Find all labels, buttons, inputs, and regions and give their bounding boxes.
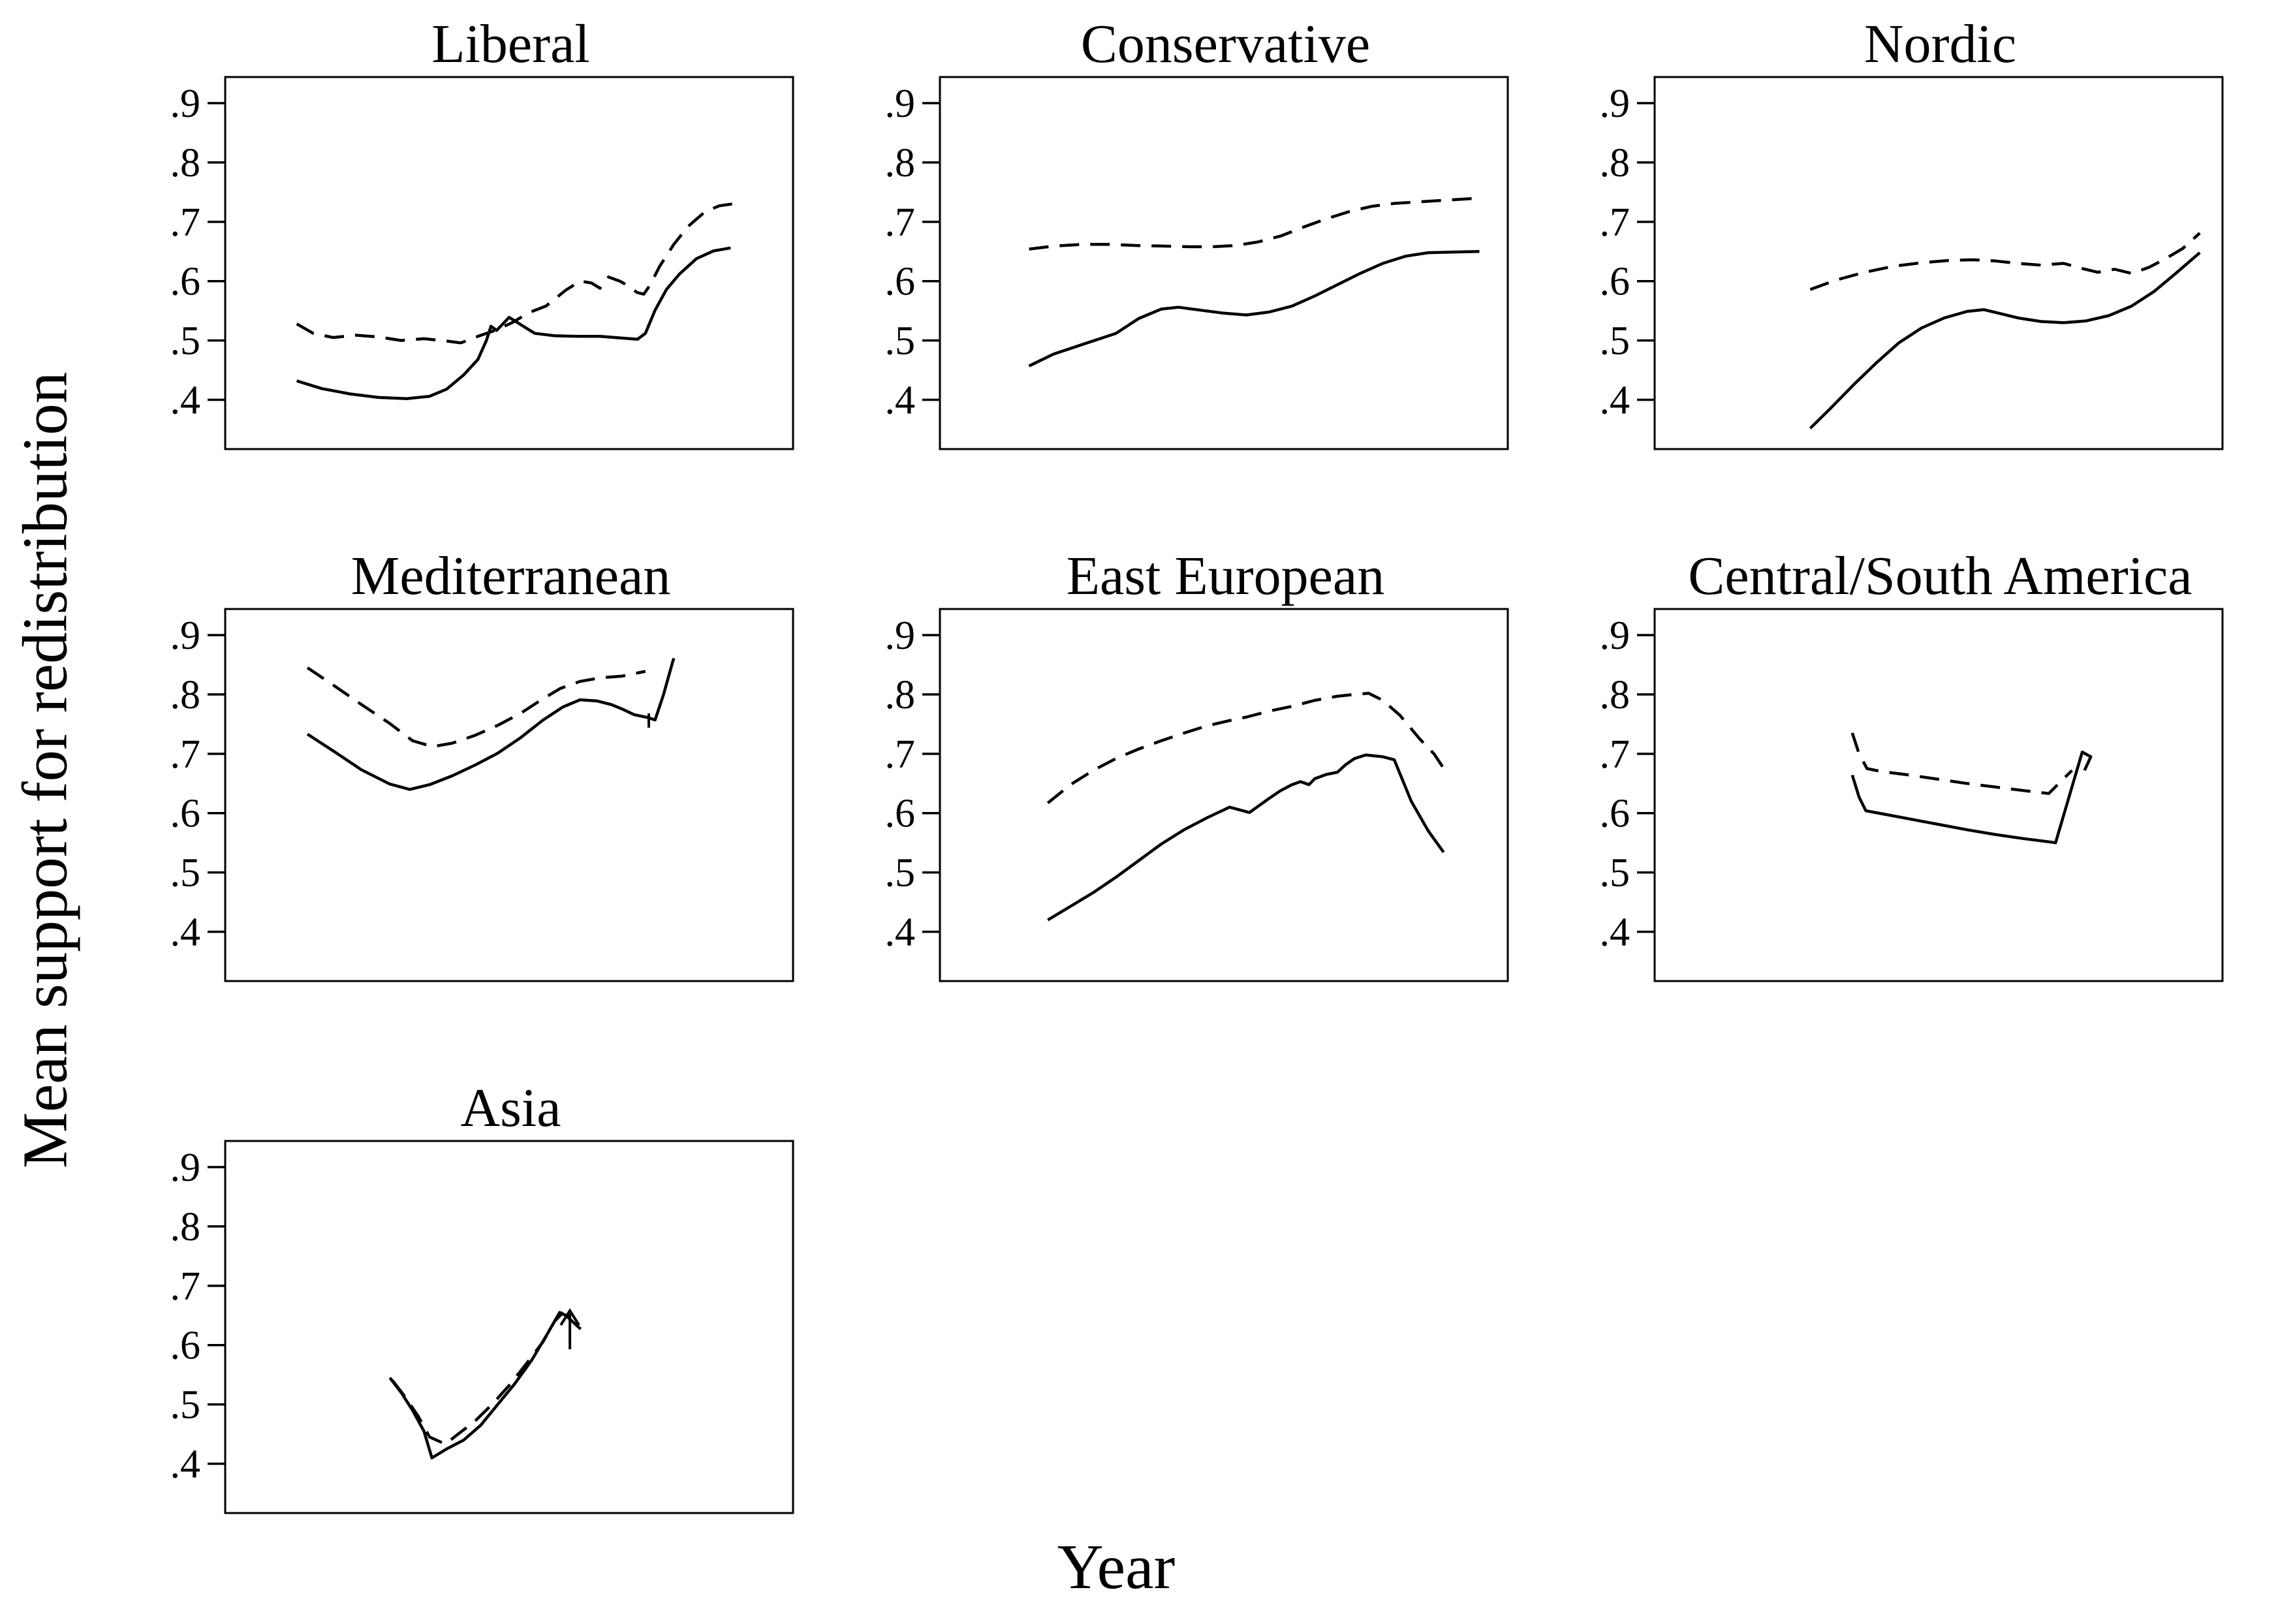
y-axis-label: Mean support for redistribution	[10, 371, 80, 1169]
plot-border	[1653, 608, 2224, 982]
panel-asia: Asia .9 .8 .7 .6 .5 .4	[104, 1077, 796, 1570]
series-line-solid	[1850, 750, 2093, 845]
y-tick-label: .6	[170, 260, 201, 304]
panel-title-conservative: Conservative	[1080, 14, 1371, 74]
y-tick-label: .8	[1600, 673, 1630, 717]
y-tick-label: .4	[170, 379, 201, 423]
y-tick-label: .9	[885, 614, 916, 658]
series-line-dashed	[1850, 732, 2073, 795]
y-tick-label: .6	[170, 1324, 201, 1368]
y-tick-label: .6	[170, 792, 201, 836]
y-tick-label: .8	[885, 673, 916, 717]
y-tick-label: .9	[170, 1146, 201, 1190]
panel-grid: Liberal .9 .8 .7 .6 .5 .4 Conservative .9 .8 .7 .6.…	[104, 13, 2226, 1609]
y-tick-label: .7	[1600, 732, 1630, 777]
plot-border	[1653, 76, 2224, 450]
panel-east-european: East European .9 .8 .7 .6 .5 .4	[819, 545, 1511, 1038]
y-tick-label: .8	[885, 141, 916, 185]
y-tick-label: .9	[1600, 82, 1630, 126]
panel-title-east-european: East European	[1066, 546, 1385, 606]
panel-title-nordic: Nordic	[1864, 14, 2017, 74]
y-tick-label: .4	[1600, 379, 1630, 423]
y-tick-label: .7	[1600, 200, 1630, 245]
series-line-solid	[306, 657, 676, 791]
panel-title-liberal: Liberal	[431, 14, 590, 74]
y-tick-label: .6	[1600, 792, 1630, 836]
x-axis-label: Year	[1057, 1532, 1176, 1602]
chart-east-european: .9 .8 .7 .6 .5 .4	[885, 608, 1509, 982]
y-tick-label: .6	[1600, 260, 1630, 304]
chart-mediterranean: .9 .8 .7 .6 .5 .4	[170, 608, 794, 982]
y-tick-label: .9	[885, 82, 916, 126]
chart-conservative: .9 .8 .7 .6 .5 .4	[885, 76, 1509, 450]
panel-title-asia: Asia	[460, 1078, 561, 1138]
series-line-solid	[1809, 251, 2201, 429]
series-line-dashed	[391, 1311, 565, 1446]
series-line-dashed	[1809, 232, 2201, 291]
panel-title-central-south-america: Central/South America	[1688, 546, 2192, 606]
series-line-solid	[296, 246, 731, 400]
plot-border	[939, 76, 1509, 450]
series-line-dashed	[1029, 196, 1480, 251]
y-tick-label: .7	[170, 732, 201, 777]
panel-liberal: Liberal .9 .8 .7 .6 .5 .4	[104, 13, 796, 507]
panel-title-mediterranean: Mediterranean	[351, 546, 671, 606]
y-tick-label: .7	[885, 200, 916, 245]
y-tick-label: .7	[885, 732, 916, 777]
series-line-dashed	[296, 202, 737, 345]
panel-mediterranean: Mediterranean .9 .8 .7 .6 .5 .4	[104, 545, 796, 1038]
y-tick-label: .5	[170, 319, 201, 364]
y-tick-label: .4	[885, 379, 916, 423]
series-line-solid	[1047, 753, 1445, 922]
chart-central-south-america: .9 .8 .7 .6 .5 .4	[1600, 608, 2224, 982]
y-tick-label: .5	[170, 851, 201, 896]
y-tick-label: .6	[885, 792, 916, 836]
y-tick-label: .8	[1600, 141, 1630, 185]
plot-border	[939, 608, 1509, 982]
y-tick-label: .8	[170, 141, 201, 185]
y-tick-label: .8	[170, 1205, 201, 1249]
y-tick-label: .4	[1600, 911, 1630, 955]
panel-nordic: Nordic .9 .8 .7 .6 .5 .4	[1534, 13, 2226, 507]
y-tick-label: .4	[885, 911, 916, 955]
y-tick-label: .5	[170, 1383, 201, 1428]
panel-central-south-america: Central/South America .9 .8 .7 .6 .5 .4	[1534, 545, 2226, 1038]
y-tick-label: .5	[885, 851, 916, 896]
series-line-dashed	[306, 666, 646, 749]
y-tick-label: .7	[170, 200, 201, 245]
chart-nordic: .9 .8 .7 .6 .5 .4	[1600, 76, 2224, 450]
y-tick-label: .9	[1600, 614, 1630, 658]
series-line-dashed	[1046, 691, 1444, 805]
y-tick-label: .5	[1600, 319, 1630, 364]
y-tick-label: .4	[170, 1443, 201, 1487]
series-line-solid	[1028, 250, 1480, 367]
y-tick-label: .5	[1600, 851, 1630, 896]
y-tick-label: .8	[170, 673, 201, 717]
y-tick-label: .6	[885, 260, 916, 304]
chart-liberal: .9 .8 .7 .6 .5 .4	[170, 76, 794, 450]
y-tick-label: .7	[170, 1264, 201, 1309]
y-tick-label: .9	[170, 614, 201, 658]
plot-border	[224, 1140, 794, 1514]
series-line-solid	[388, 1311, 582, 1460]
up-arrow-head	[559, 1308, 580, 1326]
y-tick-label: .4	[170, 911, 201, 955]
plot-border	[224, 608, 794, 982]
plot-border	[224, 76, 794, 450]
y-tick-label: .9	[170, 82, 201, 126]
y-tick-label: .5	[885, 319, 916, 364]
chart-asia: .9 .8 .7 .6 .5 .4	[170, 1140, 794, 1514]
panel-conservative: Conservative .9 .8 .7 .6 .5 .4	[819, 13, 1511, 507]
